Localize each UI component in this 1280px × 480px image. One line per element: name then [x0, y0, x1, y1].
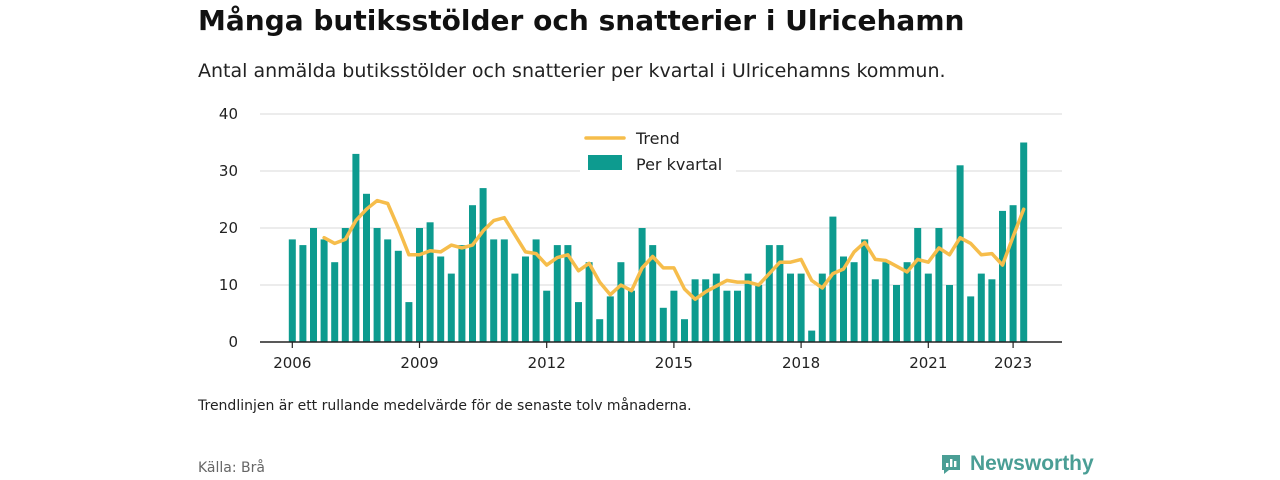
bar — [649, 245, 657, 342]
brand-name: Newsworthy — [970, 452, 1094, 475]
bar — [935, 228, 943, 342]
trend-line — [322, 198, 1026, 302]
bar — [914, 228, 922, 342]
bar — [522, 256, 529, 342]
bar — [617, 262, 625, 342]
bar — [352, 153, 360, 342]
bar — [469, 205, 476, 342]
bar — [999, 210, 1006, 342]
bar — [924, 273, 932, 342]
bar — [988, 279, 996, 342]
bar — [310, 228, 317, 342]
bar — [426, 222, 434, 342]
bar — [765, 245, 773, 342]
bar — [734, 290, 741, 342]
bar — [299, 245, 307, 342]
bar — [681, 319, 688, 342]
bar — [956, 165, 964, 342]
bar — [331, 262, 339, 342]
legend-bars-label: Per kvartal — [636, 155, 722, 174]
bar — [405, 302, 413, 342]
bar — [628, 290, 635, 342]
bar — [543, 290, 551, 342]
bar — [447, 273, 455, 342]
bar — [893, 285, 900, 342]
bar — [1020, 142, 1028, 342]
bar — [723, 290, 731, 342]
legend: Trend Per kvartal — [580, 124, 736, 176]
bar — [903, 262, 911, 342]
bar — [776, 245, 784, 342]
x-tick-label: 2015 — [655, 354, 693, 372]
x-tick-label: 2021 — [909, 354, 947, 372]
bar — [1009, 205, 1017, 342]
y-tick-label: 30 — [219, 162, 238, 180]
bar — [840, 256, 847, 342]
bar — [797, 273, 805, 342]
legend-trend-label: Trend — [635, 129, 680, 148]
bar — [384, 239, 392, 342]
bar — [818, 273, 826, 342]
bar — [808, 330, 816, 342]
bar — [596, 319, 604, 342]
bar — [691, 279, 699, 342]
y-tick-label: 20 — [219, 219, 238, 237]
bar — [670, 290, 678, 342]
bar — [712, 273, 720, 342]
bar-chart-speech-icon — [942, 455, 960, 474]
x-tick-label: 2012 — [528, 354, 566, 372]
bar-series — [288, 142, 1028, 342]
bar — [511, 273, 519, 342]
bar — [861, 239, 869, 342]
bar — [490, 239, 498, 342]
bar — [659, 307, 667, 342]
bar — [829, 216, 837, 342]
y-tick-label: 10 — [219, 276, 238, 294]
y-tick-label: 40 — [219, 105, 238, 123]
bar — [532, 239, 540, 342]
bar — [967, 296, 975, 342]
bar — [479, 188, 487, 342]
chart-subtitle: Antal anmälda butiksstölder och snatteri… — [198, 60, 946, 82]
bar — [977, 273, 985, 342]
bar — [585, 262, 593, 342]
bar — [850, 262, 858, 342]
bar — [437, 256, 445, 342]
x-axis-ticks: 2006 2009 2012 2015 2018 2021 2023 — [273, 342, 1032, 372]
bar — [946, 285, 953, 342]
bar — [363, 193, 370, 342]
bar — [341, 228, 349, 342]
bar — [755, 285, 763, 342]
y-tick-label: 0 — [228, 333, 238, 351]
bar — [416, 228, 423, 342]
x-tick-label: 2023 — [994, 354, 1032, 372]
bar — [744, 273, 752, 342]
bar — [553, 245, 561, 342]
chart-title: Många butiksstölder och snatterier i Ulr… — [198, 4, 965, 37]
bar — [702, 279, 710, 342]
bar — [638, 228, 646, 342]
bar — [320, 239, 328, 342]
bar — [575, 302, 582, 342]
bar — [500, 239, 508, 342]
bar — [394, 250, 402, 342]
brand-logo[interactable]: Newsworthy — [940, 452, 1094, 476]
bar — [871, 279, 879, 342]
bar — [882, 262, 890, 342]
y-axis-labels: 0 10 20 30 40 — [219, 105, 238, 351]
source-label: Källa: Brå — [198, 460, 265, 476]
chart-svg: 0 10 20 30 40 2006 2009 2012 2015 2018 2021 2023 T… — [219, 105, 1062, 372]
bar — [288, 239, 296, 342]
bar — [458, 245, 466, 342]
bar — [606, 296, 614, 342]
legend-bar-swatch — [588, 155, 622, 170]
x-tick-label: 2009 — [400, 354, 438, 372]
bar — [787, 273, 794, 342]
x-tick-label: 2018 — [782, 354, 820, 372]
x-tick-label: 2006 — [273, 354, 311, 372]
footnote: Trendlinjen är ett rullande medelvärde f… — [198, 398, 692, 414]
bar — [373, 228, 381, 342]
bar — [564, 245, 572, 342]
